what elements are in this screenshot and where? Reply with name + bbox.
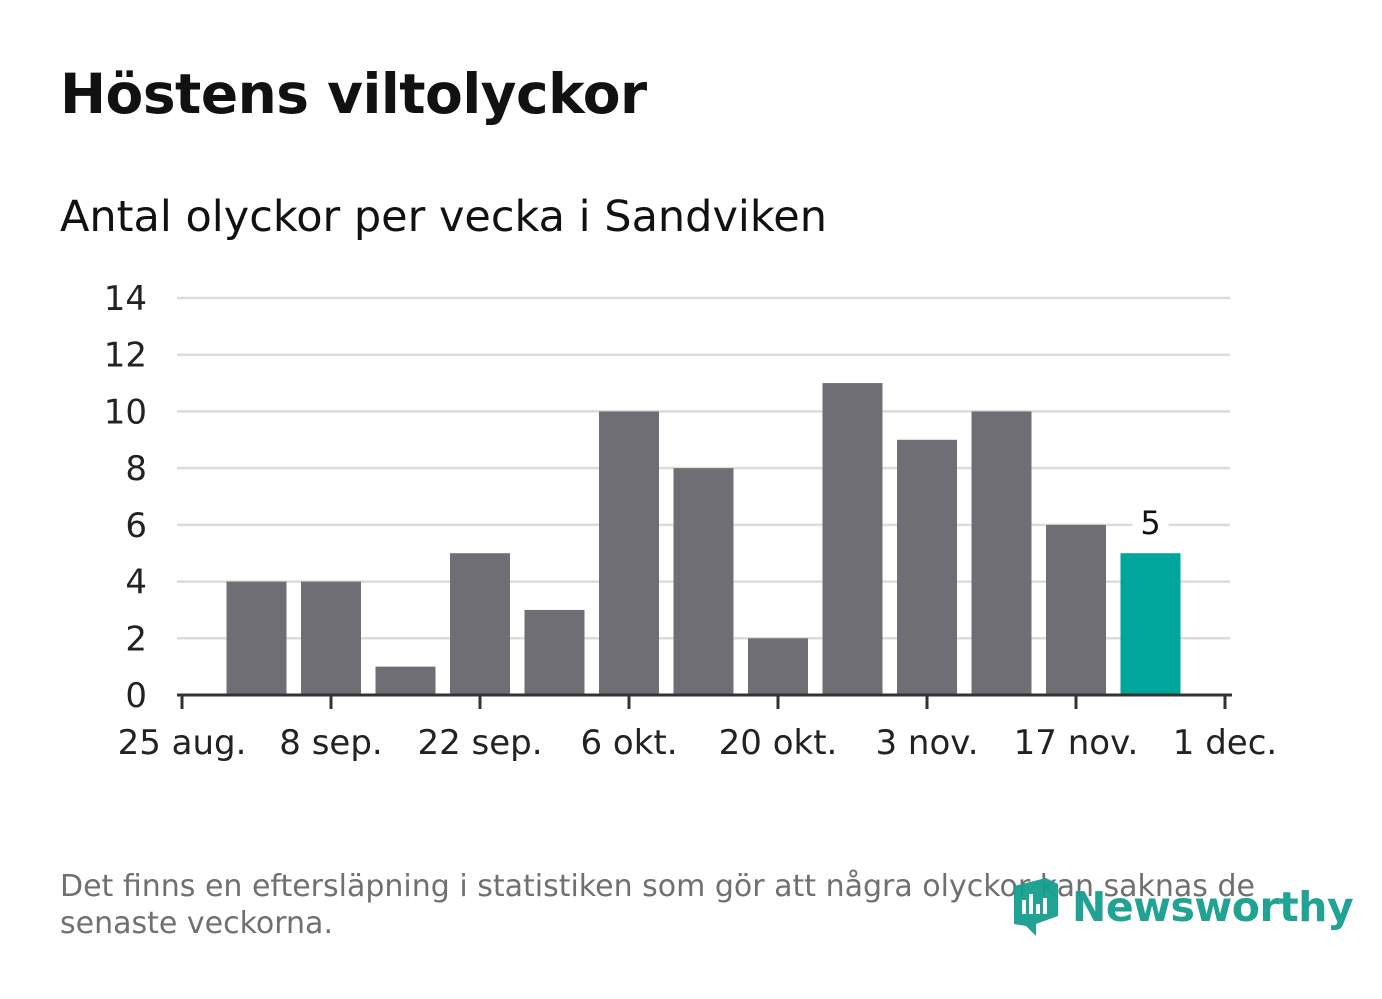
bar [599, 411, 659, 695]
y-tick-label: 0 [125, 676, 147, 716]
bar [971, 411, 1032, 695]
bar [375, 666, 436, 695]
x-tick-label: 17 nov. [1014, 723, 1139, 763]
newsworthy-logo-icon [1014, 878, 1058, 936]
y-tick-label: 12 [104, 336, 147, 376]
data-label: 5 [1140, 504, 1160, 542]
y-tick-label: 8 [125, 449, 147, 489]
y-tick-label: 2 [125, 619, 147, 659]
x-tick-label: 22 sep. [417, 723, 542, 763]
x-tick-label: 1 dec. [1173, 723, 1277, 763]
chart-subtitle: Antal olyckor per vecka i Sandviken [60, 192, 827, 242]
x-tick-label: 20 okt. [719, 723, 838, 763]
x-tick-label: 25 aug. [118, 723, 247, 763]
bar [1046, 524, 1106, 695]
bar [226, 581, 287, 695]
data-label-bg [1132, 505, 1169, 542]
x-tick-label: 6 okt. [580, 723, 677, 763]
bar [748, 638, 808, 695]
y-tick-label: 10 [104, 392, 147, 432]
brand-logo: Newsworthy [1010, 876, 1354, 938]
x-tick-label: 3 nov. [875, 723, 978, 763]
y-tick-label: 4 [125, 563, 147, 603]
x-tick-label: 8 sep. [279, 723, 382, 763]
y-tick-label: 14 [104, 279, 147, 319]
bar [822, 383, 883, 695]
bar-chart: 0 2 4 6 8 10 12 14 5 25 aug. 8 sep. 22 sep. 6 okt. 20… [104, 279, 1277, 763]
bar [450, 553, 510, 695]
brand-name: Newsworthy [1072, 883, 1354, 931]
chart-title: Höstens viltolyckor [60, 62, 647, 126]
bar [524, 609, 585, 695]
y-tick-label: 6 [125, 506, 147, 546]
bar [1120, 553, 1181, 695]
bar [301, 581, 361, 695]
bar [673, 468, 734, 695]
bar [897, 439, 957, 695]
